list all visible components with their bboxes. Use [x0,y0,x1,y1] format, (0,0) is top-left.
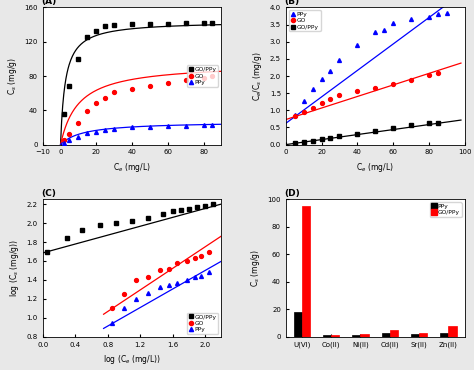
X-axis label: C$_e$ (mg/L): C$_e$ (mg/L) [113,161,151,174]
Legend: PPy, GO/PPy: PPy, GO/PPy [430,202,462,217]
Bar [361,334,369,337]
Bar [302,206,310,337]
Bar [440,333,448,337]
X-axis label: log (C$_e$ (mg/L)): log (C$_e$ (mg/L)) [103,353,161,366]
Text: (D): (D) [284,189,300,198]
Bar [382,333,390,337]
Bar [331,335,339,337]
Y-axis label: C$_s$ (mg/g): C$_s$ (mg/g) [249,249,262,287]
Legend: GO/PPy, GO, PPy: GO/PPy, GO, PPy [187,313,219,334]
Y-axis label: C$_s$ (mg/g): C$_s$ (mg/g) [6,57,19,95]
Legend: PPy, GO, GO/PPy: PPy, GO, GO/PPy [289,10,320,31]
Y-axis label: log (C$_s$ (mg/g)): log (C$_s$ (mg/g)) [8,239,21,297]
Y-axis label: C$_e$/C$_s$ (mg/g): C$_e$/C$_s$ (mg/g) [251,51,264,101]
Bar [323,335,331,337]
Bar [419,333,427,337]
Bar [294,312,302,337]
Text: (C): (C) [41,189,56,198]
X-axis label: C$_e$ (mg/L): C$_e$ (mg/L) [356,161,394,174]
Bar [352,335,361,337]
Legend: GO/PPy, GO, PPy: GO/PPy, GO, PPy [187,65,219,87]
Text: (A): (A) [41,0,56,6]
Bar [390,330,398,337]
Text: (B): (B) [284,0,299,6]
Bar [411,334,419,337]
Bar [448,326,456,337]
